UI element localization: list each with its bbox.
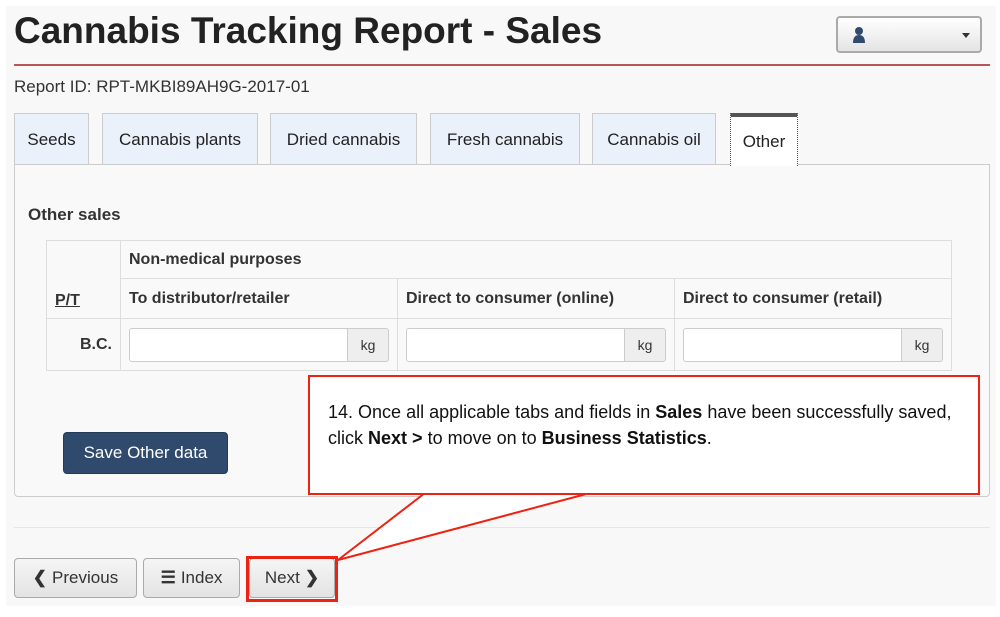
unit-label: kg <box>902 327 943 362</box>
sales-table: P/T Non-medical purposes To distributor/… <box>46 240 952 371</box>
chevron-left-icon: ❮ <box>32 568 48 587</box>
index-button[interactable]: ☰ Index <box>143 558 240 598</box>
distributor-retailer-input[interactable] <box>129 327 348 362</box>
tab-cannabis-oil[interactable]: Cannabis oil <box>592 113 716 165</box>
save-other-data-button[interactable]: Save Other data <box>63 432 228 474</box>
next-highlight-box <box>246 556 338 602</box>
tab-fresh-cannabis[interactable]: Fresh cannabis <box>430 113 580 165</box>
group-header: Non-medical purposes <box>120 240 952 279</box>
chevron-right-icon: ❯ <box>304 568 320 587</box>
divider <box>14 527 990 528</box>
consumer-retail-input[interactable] <box>683 327 902 362</box>
index-label: Index <box>180 568 223 587</box>
title-divider <box>14 64 990 66</box>
next-label: Next <box>264 568 300 587</box>
tab-seeds[interactable]: Seeds <box>14 113 89 165</box>
previous-label: Previous <box>52 568 119 587</box>
consumer-online-input[interactable] <box>406 327 625 362</box>
tab-dried-cannabis[interactable]: Dried cannabis <box>270 113 417 165</box>
unit-label: kg <box>625 327 666 362</box>
column-header: Direct to consumer (online) <box>397 278 675 319</box>
report-id: Report ID: RPT-MKBI89AH9G-2017-01 <box>14 77 310 96</box>
section-title: Other sales <box>28 205 121 224</box>
column-header: Direct to consumer (retail) <box>674 278 952 319</box>
user-menu-button[interactable] <box>836 16 982 53</box>
instruction-callout: 14. Once all applicable tabs and fields … <box>308 375 980 495</box>
previous-button[interactable]: ❮ Previous <box>14 558 137 598</box>
list-icon: ☰ <box>160 568 176 587</box>
tab-other[interactable]: Other <box>730 113 798 166</box>
page-title: Cannabis Tracking Report - Sales <box>14 10 603 51</box>
user-icon <box>853 27 865 43</box>
unit-label: kg <box>348 327 389 362</box>
next-button[interactable]: Next ❯ <box>249 558 335 598</box>
column-header: To distributor/retailer <box>120 278 398 319</box>
pt-header: P/T <box>55 292 80 309</box>
tab-cannabis-plants[interactable]: Cannabis plants <box>102 113 258 165</box>
table-row: B.C. kg kg kg <box>46 318 952 371</box>
row-label: B.C. <box>46 318 121 371</box>
caret-down-icon <box>962 33 970 38</box>
